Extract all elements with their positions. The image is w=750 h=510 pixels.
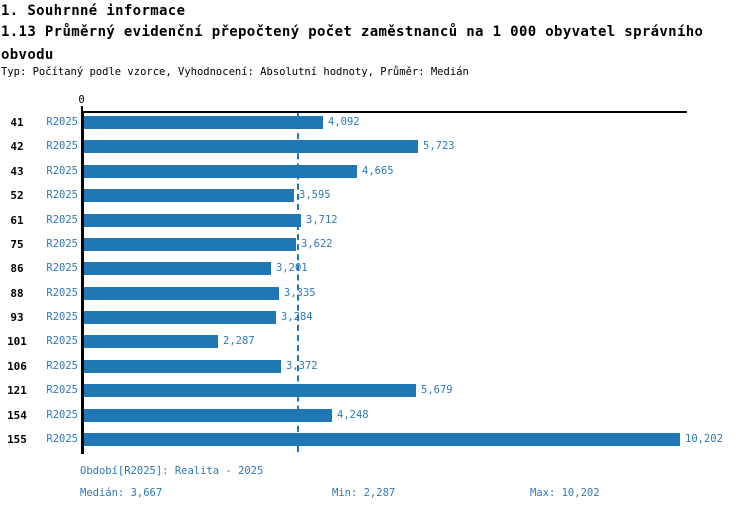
period-label: Období[R2025]: Realita - 2025	[80, 465, 264, 477]
row-category-label: 121	[7, 384, 27, 397]
chart-row: 93 R2025 3,284	[0, 311, 750, 324]
bar-value-label: 3,372	[286, 360, 318, 372]
bar-value-label: 2,287	[223, 335, 255, 347]
x-axis-line	[81, 111, 687, 113]
row-category-label: 52	[10, 189, 24, 202]
row-series-label: R2025	[46, 287, 78, 299]
chart-row: 61 R2025 3,712	[0, 214, 750, 227]
bar	[84, 311, 276, 324]
bar-value-label: 3,712	[306, 214, 338, 226]
report-indicator-title: 1.13 Průměrný evidenční přepočtený počet…	[1, 24, 704, 63]
row-category-label: 155	[7, 433, 27, 446]
row-series-label: R2025	[46, 360, 78, 372]
row-series-label: R2025	[46, 262, 78, 274]
bar-value-label: 4,248	[337, 409, 369, 421]
row-series-label: R2025	[46, 238, 78, 250]
bar-value-label: 4,665	[362, 165, 394, 177]
bar-value-label: 3,622	[301, 238, 333, 250]
bar	[84, 262, 271, 275]
row-series-label: R2025	[46, 409, 78, 421]
row-series-label: R2025	[46, 311, 78, 323]
bar	[84, 335, 218, 348]
bar-value-label: 3,335	[284, 287, 316, 299]
row-category-label: 86	[10, 262, 24, 275]
bar	[84, 433, 680, 446]
bar-value-label: 5,679	[421, 384, 453, 396]
bar-value-label: 3,284	[281, 311, 313, 323]
bar-value-label: 5,723	[423, 140, 455, 152]
bar	[84, 116, 323, 129]
row-series-label: R2025	[46, 335, 78, 347]
bar	[84, 409, 332, 422]
bar-value-label: 3,201	[276, 262, 308, 274]
bar	[84, 360, 281, 373]
bar	[84, 238, 296, 251]
max-stat-label: Max: 10,202	[530, 487, 600, 499]
row-category-label: 42	[10, 140, 24, 153]
min-stat-label: Min: 2,287	[332, 487, 396, 499]
bar	[84, 384, 416, 397]
report-section-title: 1. Souhrnné informace	[1, 3, 186, 19]
row-series-label: R2025	[46, 116, 78, 128]
row-category-label: 43	[10, 165, 24, 178]
bar	[84, 165, 357, 178]
row-series-label: R2025	[46, 214, 78, 226]
chart-row: 106 R2025 3,372	[0, 360, 750, 373]
chart-row: 43 R2025 4,665	[0, 165, 750, 178]
y-axis-line	[81, 111, 84, 454]
bar-value-label: 10,202	[685, 433, 723, 445]
x-axis-tick	[81, 106, 83, 113]
bar	[84, 287, 279, 300]
chart-row: 52 R2025 3,595	[0, 189, 750, 202]
median-stat-label: Medián: 3,667	[80, 487, 163, 499]
chart-row: 101 R2025 2,287	[0, 335, 750, 348]
chart-row: 41 R2025 4,092	[0, 116, 750, 129]
row-category-label: 101	[7, 335, 27, 348]
x-axis-zero-label: 0	[78, 94, 85, 106]
bar	[84, 214, 301, 227]
chart-row: 88 R2025 3,335	[0, 287, 750, 300]
chart-row: 86 R2025 3,201	[0, 262, 750, 275]
report-meta-line: Typ: Počítaný podle vzorce, Vyhodnocení:…	[1, 66, 469, 78]
row-category-label: 93	[10, 311, 24, 324]
row-series-label: R2025	[46, 189, 78, 201]
chart-row: 75 R2025 3,622	[0, 238, 750, 251]
bar-value-label: 3,595	[299, 189, 331, 201]
bar	[84, 189, 294, 202]
bar	[84, 140, 418, 153]
chart-row: 155 R2025 10,202	[0, 433, 750, 446]
median-line	[297, 113, 299, 452]
row-category-label: 61	[10, 214, 24, 227]
chart-row: 121 R2025 5,679	[0, 384, 750, 397]
row-category-label: 88	[10, 287, 24, 300]
row-category-label: 154	[7, 409, 27, 422]
row-series-label: R2025	[46, 433, 78, 445]
row-series-label: R2025	[46, 165, 78, 177]
chart-row: 42 R2025 5,723	[0, 140, 750, 153]
row-category-label: 75	[10, 238, 24, 251]
row-category-label: 41	[10, 116, 24, 129]
bar-value-label: 4,092	[328, 116, 360, 128]
row-category-label: 106	[7, 360, 27, 373]
row-series-label: R2025	[46, 140, 78, 152]
chart-row: 154 R2025 4,248	[0, 409, 750, 422]
row-series-label: R2025	[46, 384, 78, 396]
